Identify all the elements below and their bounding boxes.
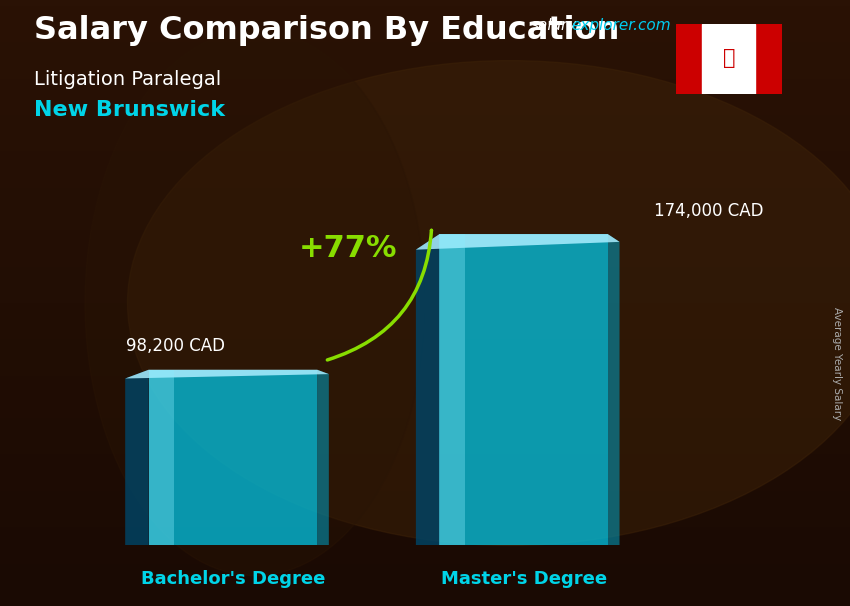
Polygon shape — [416, 234, 439, 545]
Bar — [756, 24, 782, 94]
Bar — [702, 24, 756, 94]
Polygon shape — [608, 234, 620, 545]
Polygon shape — [125, 370, 329, 379]
Text: explorer.com: explorer.com — [571, 18, 671, 33]
Text: 🍁: 🍁 — [722, 48, 735, 68]
Ellipse shape — [85, 30, 425, 576]
Text: +77%: +77% — [298, 234, 397, 263]
Text: Bachelor's Degree: Bachelor's Degree — [141, 570, 325, 588]
Polygon shape — [317, 370, 329, 545]
Text: 98,200 CAD: 98,200 CAD — [126, 338, 224, 355]
Polygon shape — [439, 234, 608, 545]
Text: New Brunswick: New Brunswick — [34, 100, 225, 120]
Polygon shape — [149, 370, 317, 545]
Text: Average Yearly Salary: Average Yearly Salary — [832, 307, 842, 420]
Polygon shape — [416, 234, 620, 250]
Polygon shape — [149, 370, 174, 545]
Text: salary: salary — [531, 18, 577, 33]
Polygon shape — [439, 234, 465, 545]
Bar — [676, 24, 702, 94]
Text: Salary Comparison By Education: Salary Comparison By Education — [34, 15, 620, 46]
Ellipse shape — [128, 61, 850, 545]
Text: Master's Degree: Master's Degree — [440, 570, 607, 588]
Polygon shape — [125, 370, 149, 545]
FancyArrowPatch shape — [327, 230, 432, 360]
Text: Litigation Paralegal: Litigation Paralegal — [34, 70, 221, 88]
Text: 174,000 CAD: 174,000 CAD — [654, 202, 763, 220]
